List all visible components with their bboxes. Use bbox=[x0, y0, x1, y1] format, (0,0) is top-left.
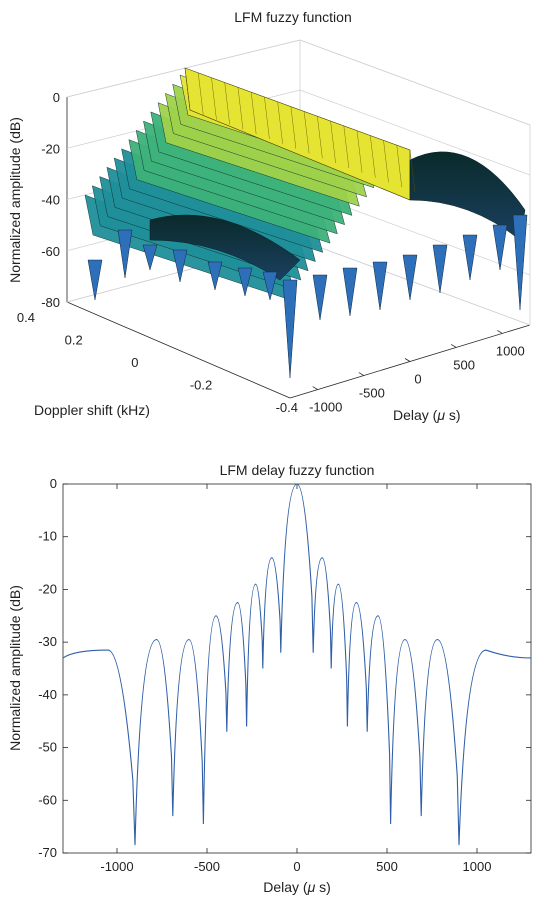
surface-spike bbox=[372, 261, 388, 311]
x-tick-label: -1000 bbox=[309, 400, 342, 415]
surface-spike bbox=[432, 244, 448, 294]
mesh-line bbox=[317, 116, 323, 159]
front-hump bbox=[149, 214, 301, 281]
line-plot-area bbox=[62, 483, 532, 854]
mesh-line bbox=[211, 77, 217, 120]
z-gridline bbox=[66, 89, 531, 176]
x-tick-mark bbox=[497, 330, 503, 334]
line-ticks: -1000 -500 0 500 1000 0 -10 -20 -30 -40 -50 -60 -70 bbox=[38, 476, 531, 874]
x-tick-label: 0 bbox=[414, 372, 421, 387]
line-chart-svg: LFM delay fuzzy function -1000 -500 0 500 10… bbox=[7, 462, 532, 895]
surface-spike bbox=[237, 267, 253, 297]
surface-spike bbox=[172, 249, 188, 283]
y-tick-label: 0 bbox=[50, 476, 57, 491]
x-tick-mark bbox=[358, 372, 365, 376]
z-tick-label: -40 bbox=[41, 193, 60, 208]
mesh-line bbox=[290, 106, 297, 149]
x-tick-label: 500 bbox=[453, 357, 475, 372]
mesh-line bbox=[356, 130, 363, 173]
y-tick-label: -0.2 bbox=[190, 378, 212, 393]
z-gridline bbox=[66, 39, 531, 126]
x-tick-mark bbox=[450, 344, 457, 348]
surface-spike bbox=[117, 229, 133, 279]
y-tick-label: -20 bbox=[38, 581, 57, 596]
surface-spike bbox=[142, 244, 158, 271]
surface-spike bbox=[462, 234, 478, 281]
x-tick-label: 1000 bbox=[463, 859, 492, 874]
y-tick-label: -70 bbox=[38, 845, 57, 860]
y-tick-label: -0.4 bbox=[276, 400, 298, 415]
surface-spike bbox=[282, 279, 298, 379]
surface-spike bbox=[512, 214, 528, 311]
mesh-line bbox=[396, 145, 402, 188]
surface-spike bbox=[87, 259, 103, 301]
y-tick-label: -60 bbox=[38, 792, 57, 807]
mesh-line bbox=[303, 111, 310, 154]
line-chart: LFM delay fuzzy function -1000 -500 0 500 10… bbox=[0, 455, 550, 905]
y-tick-label: 0 bbox=[131, 355, 138, 370]
x-tick-mark bbox=[404, 358, 411, 362]
mesh-line bbox=[184, 67, 191, 111]
mesh-line bbox=[343, 125, 350, 168]
x-tick-label: -1000 bbox=[100, 859, 133, 874]
surface-ticks: 0 -20 -40 -60 -80 0.4 0.2 0 -0.2 -0.4 -1000 -500 0 50… bbox=[17, 90, 525, 415]
surface-spike bbox=[492, 224, 508, 271]
surface-title: LFM fuzzy function bbox=[234, 9, 352, 25]
z-tick-label: -20 bbox=[41, 141, 60, 156]
y-tick-label: -40 bbox=[38, 687, 57, 702]
x-tick-label: 0 bbox=[293, 859, 300, 874]
surface-x-label: Delay (μ s) bbox=[393, 407, 461, 423]
surface-spike bbox=[342, 267, 358, 317]
x-tick-label: 1000 bbox=[496, 343, 525, 358]
y-tick-label: -50 bbox=[38, 740, 57, 755]
series-line bbox=[62, 483, 532, 846]
surface-z-label: Normalized amplitude (dB) bbox=[7, 117, 23, 283]
z-tick-label: -60 bbox=[41, 244, 60, 259]
x-tick-mark bbox=[312, 386, 318, 390]
surface-spike bbox=[262, 271, 278, 301]
z-tick-label: -80 bbox=[41, 295, 60, 310]
back-hump bbox=[409, 151, 526, 241]
surface-spike bbox=[312, 274, 328, 321]
mesh-line bbox=[370, 135, 376, 178]
line-title: LFM delay fuzzy function bbox=[220, 462, 375, 478]
surface-chart-svg: LFM fuzzy function 0 -20 -40 -60 -80 0.4 0.2 0 -… bbox=[7, 9, 531, 423]
surface-y-label: Doppler shift (kHz) bbox=[34, 402, 150, 418]
surface-chart: LFM fuzzy function 0 -20 -40 -60 -80 0.4 0.2 0 -… bbox=[0, 0, 550, 445]
mesh-line bbox=[409, 149, 416, 193]
mesh-line bbox=[237, 87, 244, 130]
x-tick-label: -500 bbox=[194, 859, 220, 874]
line-x-label: Delay (μ s) bbox=[263, 879, 331, 895]
surface-mesh bbox=[84, 67, 528, 379]
line-y-label: Normalized amplitude (dB) bbox=[7, 585, 23, 751]
mesh-line bbox=[264, 96, 270, 139]
mesh-line bbox=[330, 121, 336, 164]
y-tick-label: 0.4 bbox=[17, 310, 35, 325]
mesh-line bbox=[277, 101, 283, 144]
y-tick-label: 0.2 bbox=[65, 333, 83, 348]
surface-spike bbox=[207, 261, 223, 291]
y-tick-label: -30 bbox=[38, 634, 57, 649]
x-tick-label: -500 bbox=[359, 386, 385, 401]
y-tick-label: -10 bbox=[38, 529, 57, 544]
z-tick-label: 0 bbox=[53, 90, 60, 105]
mesh-line bbox=[224, 82, 230, 125]
x-tick-label: 500 bbox=[376, 859, 398, 874]
mesh-line bbox=[383, 140, 389, 183]
mesh-line bbox=[250, 92, 257, 135]
surface-spike bbox=[402, 254, 418, 301]
mesh-line bbox=[198, 72, 204, 115]
